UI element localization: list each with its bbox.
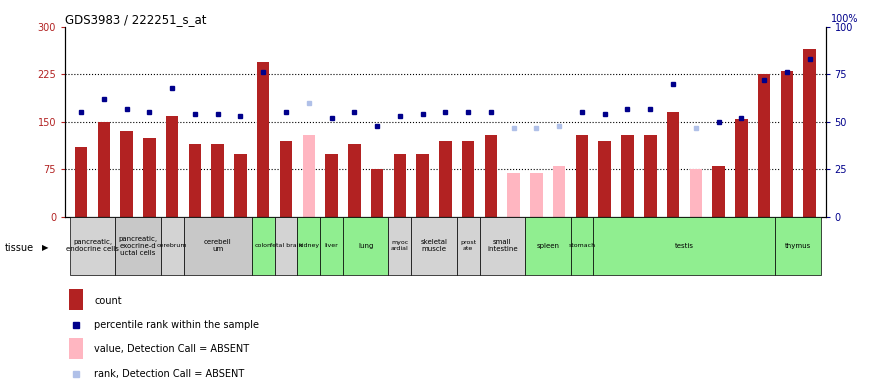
- Bar: [461, 141, 474, 217]
- Bar: [621, 135, 634, 217]
- Bar: [371, 169, 383, 217]
- Bar: [803, 49, 816, 217]
- Text: GDS3983 / 222251_s_at: GDS3983 / 222251_s_at: [65, 13, 207, 26]
- Bar: [257, 62, 269, 217]
- Text: stomach: stomach: [568, 243, 595, 248]
- Text: skeletal
muscle: skeletal muscle: [421, 239, 448, 252]
- Bar: [775, 217, 821, 275]
- Bar: [667, 113, 680, 217]
- Bar: [758, 74, 770, 217]
- Text: prost
ate: prost ate: [460, 240, 476, 251]
- Text: tissue: tissue: [4, 243, 34, 253]
- Bar: [735, 119, 747, 217]
- Bar: [439, 141, 452, 217]
- Bar: [166, 116, 178, 217]
- Bar: [507, 173, 520, 217]
- Bar: [280, 141, 292, 217]
- Bar: [97, 122, 110, 217]
- Bar: [394, 154, 406, 217]
- Bar: [485, 135, 497, 217]
- Bar: [343, 217, 388, 275]
- Text: liver: liver: [325, 243, 338, 248]
- Bar: [553, 166, 566, 217]
- Text: cerebell
um: cerebell um: [204, 239, 231, 252]
- Bar: [183, 217, 252, 275]
- Text: myoc
ardial: myoc ardial: [391, 240, 408, 251]
- Text: pancreatic,
exocrine-d
uctal cells: pancreatic, exocrine-d uctal cells: [118, 236, 157, 256]
- Bar: [121, 131, 133, 217]
- Text: small
intestine: small intestine: [487, 239, 518, 252]
- Text: ▶: ▶: [42, 243, 48, 252]
- Bar: [297, 217, 320, 275]
- Bar: [457, 217, 480, 275]
- Bar: [594, 217, 775, 275]
- Bar: [211, 144, 224, 217]
- Bar: [525, 217, 571, 275]
- Bar: [571, 217, 594, 275]
- Bar: [302, 135, 315, 217]
- Bar: [75, 147, 88, 217]
- Text: pancreatic,
endocrine cells: pancreatic, endocrine cells: [66, 239, 119, 252]
- Bar: [713, 166, 725, 217]
- Text: testis: testis: [675, 243, 694, 249]
- Bar: [116, 217, 161, 275]
- Text: colon: colon: [255, 243, 272, 248]
- Bar: [69, 338, 83, 359]
- Bar: [252, 217, 275, 275]
- Text: value, Detection Call = ABSENT: value, Detection Call = ABSENT: [94, 344, 249, 354]
- Text: rank, Detection Call = ABSENT: rank, Detection Call = ABSENT: [94, 369, 244, 379]
- Bar: [320, 217, 343, 275]
- Bar: [143, 138, 156, 217]
- Bar: [416, 154, 429, 217]
- Text: thymus: thymus: [785, 243, 812, 249]
- Bar: [348, 144, 361, 217]
- Text: cerebrum: cerebrum: [157, 243, 188, 248]
- Text: spleen: spleen: [536, 243, 560, 249]
- Bar: [388, 217, 411, 275]
- Bar: [530, 173, 542, 217]
- Bar: [325, 154, 338, 217]
- Bar: [480, 217, 525, 275]
- Bar: [235, 154, 247, 217]
- Bar: [161, 217, 183, 275]
- Bar: [644, 135, 656, 217]
- Text: count: count: [94, 296, 122, 306]
- Text: lung: lung: [358, 243, 374, 249]
- Text: percentile rank within the sample: percentile rank within the sample: [94, 320, 259, 330]
- Text: fetal brain: fetal brain: [269, 243, 302, 248]
- Bar: [780, 71, 793, 217]
- Bar: [69, 290, 83, 310]
- Bar: [599, 141, 611, 217]
- Bar: [189, 144, 202, 217]
- Bar: [411, 217, 457, 275]
- Bar: [70, 217, 116, 275]
- Text: kidney: kidney: [298, 243, 319, 248]
- Bar: [275, 217, 297, 275]
- Bar: [575, 135, 588, 217]
- Bar: [689, 169, 702, 217]
- Text: 100%: 100%: [831, 14, 859, 24]
